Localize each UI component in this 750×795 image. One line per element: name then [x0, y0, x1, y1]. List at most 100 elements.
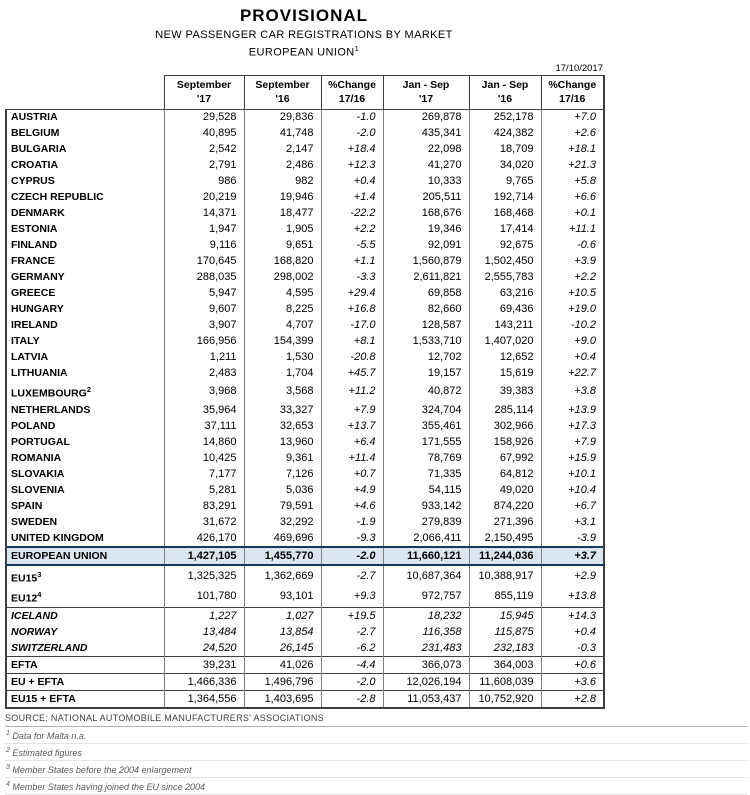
row-label: LUXEMBOURG2 [5, 381, 164, 403]
cell-value: 12,652 [468, 349, 541, 366]
footnote-line: 2 Estimated figures [5, 744, 747, 762]
cell-value: 34,020 [468, 157, 541, 174]
cell-value: 101,780 [163, 586, 244, 608]
cell-value: +11.1 [540, 221, 605, 238]
row-label: SWEDEN [5, 514, 164, 531]
table-row: DENMARK 14,371 18,477 -22.2 168,676 168,468 +0… [5, 205, 605, 222]
cell-value: 12,026,194 [382, 673, 469, 691]
cell-value: 7,177 [163, 466, 244, 483]
column-header: Jan - Sep '16 [468, 74, 542, 110]
table-row: NETHERLANDS 35,964 33,327 +7.9 324,704 285,11… [5, 402, 605, 419]
cell-value: -2.8 [320, 690, 383, 710]
row-label: AUSTRIA [5, 108, 164, 126]
cell-value: 426,170 [163, 530, 244, 548]
cell-value: 154,399 [243, 333, 321, 350]
cell-value: 1,407,020 [468, 333, 541, 350]
cell-value: 1,560,879 [382, 253, 469, 270]
cell-value: 364,003 [468, 656, 541, 674]
cell-value: 158,926 [468, 434, 541, 451]
subtitle-region: EUROPEAN UNION1 [5, 44, 603, 59]
cell-value: 39,383 [468, 381, 541, 403]
cell-value: -2.7 [320, 624, 383, 641]
table-row: EU124 101,780 93,101 +9.3 972,757 855,119 +13.… [5, 586, 605, 608]
table-row: BELGIUM 40,895 41,748 -2.0 435,341 424,382 +2.… [5, 125, 605, 142]
cell-value: +11.2 [320, 381, 383, 403]
row-label: FINLAND [5, 237, 164, 254]
cell-value: -1.0 [320, 108, 383, 126]
cell-value: 1,496,796 [243, 673, 321, 691]
cell-value: 40,895 [163, 125, 244, 142]
cell-value: +0.6 [540, 656, 605, 674]
row-label: EU + EFTA [5, 673, 164, 691]
row-label: BULGARIA [5, 141, 164, 158]
cell-value: 1,403,695 [243, 690, 321, 710]
cell-value: 13,960 [243, 434, 321, 451]
cell-value: -0.6 [540, 237, 605, 254]
cell-value: -2.0 [320, 546, 383, 567]
cell-value: -1.9 [320, 514, 383, 531]
table-row: ROMANIA 10,425 9,361 +11.4 78,769 67,992 +15.9 [5, 450, 605, 467]
cell-value: 5,947 [163, 285, 244, 302]
cell-value: 10,425 [163, 450, 244, 467]
page-title: PROVISIONAL [239, 6, 369, 25]
cell-value: 13,484 [163, 624, 244, 641]
table-row: LUXEMBOURG2 3,968 3,568 +11.2 40,872 39,383 +3… [5, 381, 605, 403]
cell-value: -9.3 [320, 530, 383, 548]
cell-value: +10.5 [540, 285, 605, 302]
cell-value: 2,542 [163, 141, 244, 158]
row-label: UNITED KINGDOM [5, 530, 164, 548]
cell-value: -4.4 [320, 656, 383, 674]
cell-value: 933,142 [382, 498, 469, 515]
cell-value: +0.1 [540, 205, 605, 222]
row-label: SPAIN [5, 498, 164, 515]
cell-value: +2.2 [320, 221, 383, 238]
cell-value: -0.3 [540, 640, 605, 657]
cell-value: +13.8 [540, 586, 605, 608]
cell-value: 1,227 [163, 607, 244, 625]
cell-value: +18.1 [540, 141, 605, 158]
cell-value: -6.2 [320, 640, 383, 657]
cell-value: 31,672 [163, 514, 244, 531]
cell-value: +3.8 [540, 381, 605, 403]
cell-value: +3.6 [540, 673, 605, 691]
row-label: HUNGARY [5, 301, 164, 318]
cell-value: 10,752,920 [468, 690, 541, 710]
cell-value: 24,520 [163, 640, 244, 657]
cell-value: 83,291 [163, 498, 244, 515]
row-label: CYPRUS [5, 173, 164, 190]
cell-value: 972,757 [382, 586, 469, 608]
cell-value: 302,966 [468, 418, 541, 435]
row-label: LITHUANIA [5, 365, 164, 382]
table-row: UNITED KINGDOM 426,170 469,696 -9.3 2,066,41… [5, 530, 605, 548]
row-label: GERMANY [5, 269, 164, 286]
cell-value: 20,219 [163, 189, 244, 206]
table-row: BULGARIA 2,542 2,147 +18.4 22,098 18,709 +18.1 [5, 141, 605, 158]
report-date: 17/10/2017 [555, 62, 603, 74]
cell-value: 67,992 [468, 450, 541, 467]
cell-value: 128,587 [382, 317, 469, 334]
cell-value: 18,232 [382, 607, 469, 625]
cell-value: -3.9 [540, 530, 605, 548]
row-label: EFTA [5, 656, 164, 674]
cell-value: +0.4 [540, 624, 605, 641]
cell-value: +10.4 [540, 482, 605, 499]
row-label: PORTUGAL [5, 434, 164, 451]
table-row: CZECH REPUBLIC 20,219 19,946 +1.4 205,511 192… [5, 189, 605, 206]
table-row: LITHUANIA 2,483 1,704 +45.7 19,157 15,619 +22.… [5, 365, 605, 382]
cell-value: 288,035 [163, 269, 244, 286]
cell-value: 29,528 [163, 108, 244, 126]
cell-value: 1,325,325 [163, 565, 244, 587]
subtitle-market: NEW PASSENGER CAR REGISTRATIONS BY MARKE… [155, 29, 453, 41]
table-row: LATVIA 1,211 1,530 -20.8 12,702 12,652 +0.4 [5, 349, 605, 366]
cell-value: 19,946 [243, 189, 321, 206]
table-row: POLAND 37,111 32,653 +13.7 355,461 302,966 +17… [5, 418, 605, 435]
cell-value: +2.6 [540, 125, 605, 142]
cell-value: 1,027 [243, 607, 321, 625]
cell-value: 9,651 [243, 237, 321, 254]
cell-value: 279,839 [382, 514, 469, 531]
cell-value: 92,675 [468, 237, 541, 254]
cell-value: +19.0 [540, 301, 605, 318]
cell-value: 1,466,336 [163, 673, 244, 691]
cell-value: 435,341 [382, 125, 469, 142]
row-label: IRELAND [5, 317, 164, 334]
